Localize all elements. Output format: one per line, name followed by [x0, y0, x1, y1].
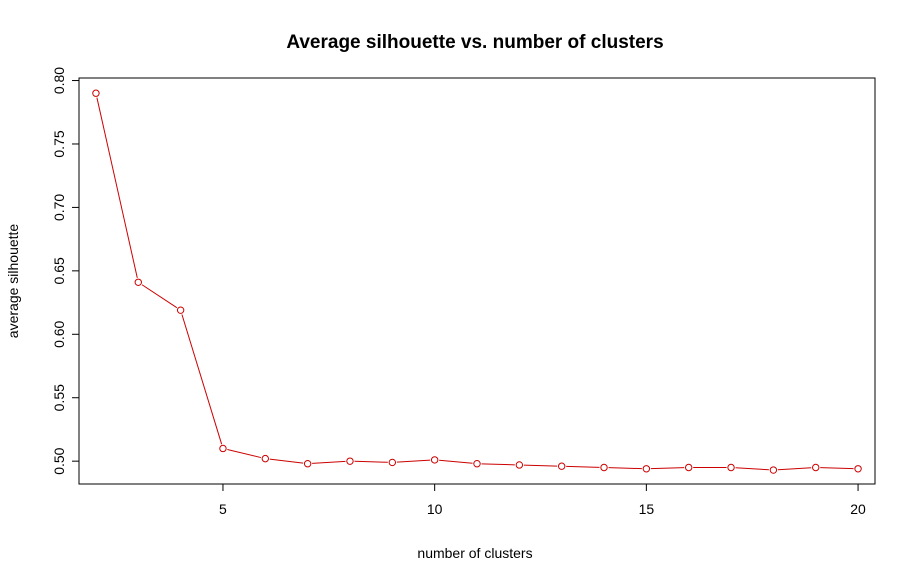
data-point: [854, 465, 862, 473]
series-group: [92, 89, 862, 474]
data-point: [134, 278, 142, 286]
data-point: [219, 444, 227, 453]
series-line-segment: [820, 467, 854, 470]
series-line-segment: [227, 449, 262, 459]
x-tick-label: 15: [639, 501, 655, 517]
series-line-segment: [735, 467, 769, 471]
x-tick-label: 5: [219, 501, 227, 517]
data-point: [430, 456, 439, 464]
data-point: [388, 458, 397, 467]
data-point: [303, 460, 312, 468]
y-tick-label: 0.65: [51, 257, 67, 284]
series-line-segment: [181, 314, 223, 445]
data-point: [557, 462, 566, 470]
y-tick-label: 0.55: [51, 384, 67, 411]
data-point: [92, 89, 100, 97]
data-point: [261, 454, 269, 463]
series-line-segment: [650, 467, 685, 470]
data-point: [176, 306, 185, 314]
plot-frame: [78, 77, 876, 485]
data-point: [473, 460, 481, 468]
data-point: [346, 457, 354, 465]
y-tick-label: 0.75: [51, 130, 67, 157]
series-line-segment: [777, 467, 812, 471]
series-line-segment: [481, 463, 515, 466]
data-point: [812, 463, 820, 472]
series-line-segment: [354, 460, 388, 463]
series-line-segment: [439, 459, 473, 464]
data-point: [727, 463, 735, 472]
y-tick-label: 0.80: [51, 67, 67, 94]
y-tick-label: 0.60: [51, 320, 67, 347]
series-line-segment: [608, 467, 642, 470]
x-axis-label: number of clusters: [417, 545, 532, 561]
data-point: [600, 463, 608, 472]
series-line-segment: [566, 465, 600, 468]
y-axis: 0.50 0.55 0.60 0.65 0.70 0.75 0.80: [51, 67, 79, 475]
series-line-segment: [396, 459, 431, 463]
data-point: [515, 461, 524, 469]
series-line-segment: [312, 460, 346, 464]
series-line-segment: [523, 464, 558, 467]
x-tick-label: 10: [427, 501, 443, 517]
data-point: [769, 466, 778, 474]
y-tick-label: 0.70: [51, 194, 67, 221]
data-point: [642, 465, 651, 473]
series-line-segment: [141, 284, 178, 309]
x-axis: 5 10 15 20: [219, 484, 866, 517]
chart-title: Average silhouette vs. number of cluster…: [286, 32, 663, 53]
x-tick-label: 20: [850, 501, 866, 517]
y-tick-label: 0.50: [51, 447, 67, 474]
data-point: [685, 463, 693, 472]
y-axis-label: average silhouette: [5, 224, 21, 339]
series-line-segment: [269, 458, 304, 464]
series-line-segment: [96, 97, 138, 278]
